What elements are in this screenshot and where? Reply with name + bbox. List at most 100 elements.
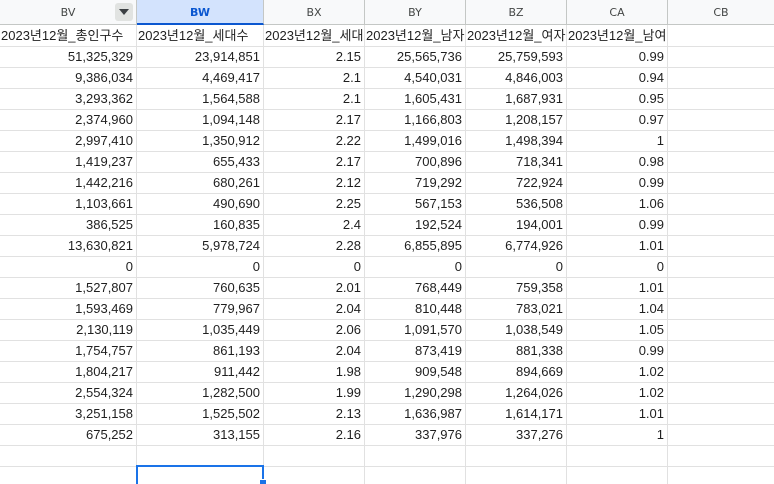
cell[interactable]: 1,166,803 [365, 110, 466, 131]
cell[interactable]: 194,001 [466, 215, 567, 236]
cell[interactable]: 1,091,570 [365, 320, 466, 341]
cell[interactable] [668, 47, 774, 68]
cell[interactable]: 873,419 [365, 341, 466, 362]
cell[interactable]: 0 [365, 257, 466, 278]
cell[interactable]: 881,338 [466, 341, 567, 362]
cell[interactable]: 0 [466, 257, 567, 278]
cell[interactable]: 2,997,410 [0, 131, 137, 152]
cell[interactable]: 2.4 [264, 215, 365, 236]
cell[interactable]: 25,759,593 [466, 47, 567, 68]
cell[interactable]: 1,754,757 [0, 341, 137, 362]
cell[interactable]: 722,924 [466, 173, 567, 194]
cell[interactable]: 1,804,217 [0, 362, 137, 383]
column-header-ca[interactable]: CA [567, 0, 668, 25]
cell[interactable]: 6,855,895 [365, 236, 466, 257]
cell[interactable]: 1,419,237 [0, 152, 137, 173]
cell[interactable]: 1,525,502 [137, 404, 264, 425]
cell[interactable]: 4,540,031 [365, 68, 466, 89]
cell[interactable]: 1.04 [567, 299, 668, 320]
cell[interactable]: 2.16 [264, 425, 365, 446]
cell[interactable]: 2,130,119 [0, 320, 137, 341]
cell[interactable] [668, 299, 774, 320]
cell[interactable]: 4,846,003 [466, 68, 567, 89]
cell[interactable]: 6,774,926 [466, 236, 567, 257]
cell[interactable]: 4,469,417 [137, 68, 264, 89]
cell[interactable] [668, 467, 774, 484]
cell[interactable]: 1.05 [567, 320, 668, 341]
cell[interactable]: 2.25 [264, 194, 365, 215]
cell[interactable]: 9,386,034 [0, 68, 137, 89]
cell[interactable]: 2023년12월_남여 비율 [567, 25, 668, 47]
cell[interactable]: 1,564,588 [137, 89, 264, 110]
cell[interactable]: 1.99 [264, 383, 365, 404]
cell[interactable]: 1.01 [567, 278, 668, 299]
cell[interactable]: 1,350,912 [137, 131, 264, 152]
cell[interactable]: 0.99 [567, 47, 668, 68]
cell[interactable] [365, 446, 466, 467]
cell[interactable]: 0.94 [567, 68, 668, 89]
cell[interactable]: 0.99 [567, 215, 668, 236]
cell[interactable]: 719,292 [365, 173, 466, 194]
cell[interactable]: 2.13 [264, 404, 365, 425]
cell[interactable]: 0 [0, 257, 137, 278]
cell[interactable]: 1.02 [567, 383, 668, 404]
cell[interactable]: 0.99 [567, 341, 668, 362]
column-header-bw[interactable]: BW [137, 0, 264, 25]
cell[interactable] [466, 446, 567, 467]
cell[interactable]: 490,690 [137, 194, 264, 215]
column-header-bx[interactable]: BX [264, 0, 365, 25]
cell[interactable]: 1,593,469 [0, 299, 137, 320]
cell[interactable]: 3,293,362 [0, 89, 137, 110]
cell[interactable]: 0 [264, 257, 365, 278]
cell[interactable]: 911,442 [137, 362, 264, 383]
cell[interactable] [668, 446, 774, 467]
fill-handle[interactable] [259, 479, 267, 484]
cell[interactable]: 0 [137, 257, 264, 278]
cell[interactable] [264, 467, 365, 484]
cell[interactable]: 0.98 [567, 152, 668, 173]
cell[interactable]: 779,967 [137, 299, 264, 320]
cell[interactable]: 1,687,931 [466, 89, 567, 110]
cell[interactable] [668, 362, 774, 383]
cell[interactable] [668, 131, 774, 152]
cell[interactable] [0, 446, 137, 467]
cell[interactable]: 1,527,807 [0, 278, 137, 299]
cell[interactable] [668, 236, 774, 257]
cell[interactable] [264, 446, 365, 467]
cell[interactable]: 1,094,148 [137, 110, 264, 131]
column-header-bv[interactable]: BV [0, 0, 137, 25]
cell[interactable]: 2.1 [264, 68, 365, 89]
cell[interactable]: 2.12 [264, 173, 365, 194]
cell[interactable]: 1 [567, 425, 668, 446]
cell[interactable]: 1.98 [264, 362, 365, 383]
cell[interactable] [668, 194, 774, 215]
cell[interactable] [365, 467, 466, 484]
cell[interactable]: 386,525 [0, 215, 137, 236]
cell[interactable]: 337,976 [365, 425, 466, 446]
cell[interactable]: 909,548 [365, 362, 466, 383]
cell[interactable]: 2,374,960 [0, 110, 137, 131]
cell[interactable]: 1,035,449 [137, 320, 264, 341]
cell[interactable] [668, 278, 774, 299]
cell[interactable]: 2023년12월_세대수 [137, 25, 264, 47]
cell[interactable]: 759,358 [466, 278, 567, 299]
cell[interactable] [668, 215, 774, 236]
cell[interactable]: 2023년12월_남자 [365, 25, 466, 47]
cell[interactable]: 13,630,821 [0, 236, 137, 257]
cell[interactable]: 760,635 [137, 278, 264, 299]
cell[interactable]: 700,896 [365, 152, 466, 173]
cell[interactable]: 1,264,026 [466, 383, 567, 404]
cell[interactable]: 1,208,157 [466, 110, 567, 131]
cell[interactable]: 2.17 [264, 110, 365, 131]
cell[interactable] [567, 446, 668, 467]
cell[interactable]: 1.02 [567, 362, 668, 383]
cell[interactable]: 192,524 [365, 215, 466, 236]
cell[interactable] [668, 404, 774, 425]
cell[interactable] [567, 467, 668, 484]
column-header-cb[interactable]: CB [668, 0, 774, 25]
cell[interactable]: 5,978,724 [137, 236, 264, 257]
cell[interactable]: 783,021 [466, 299, 567, 320]
cell[interactable]: 2.04 [264, 299, 365, 320]
cell[interactable]: 2.28 [264, 236, 365, 257]
cell[interactable] [668, 89, 774, 110]
